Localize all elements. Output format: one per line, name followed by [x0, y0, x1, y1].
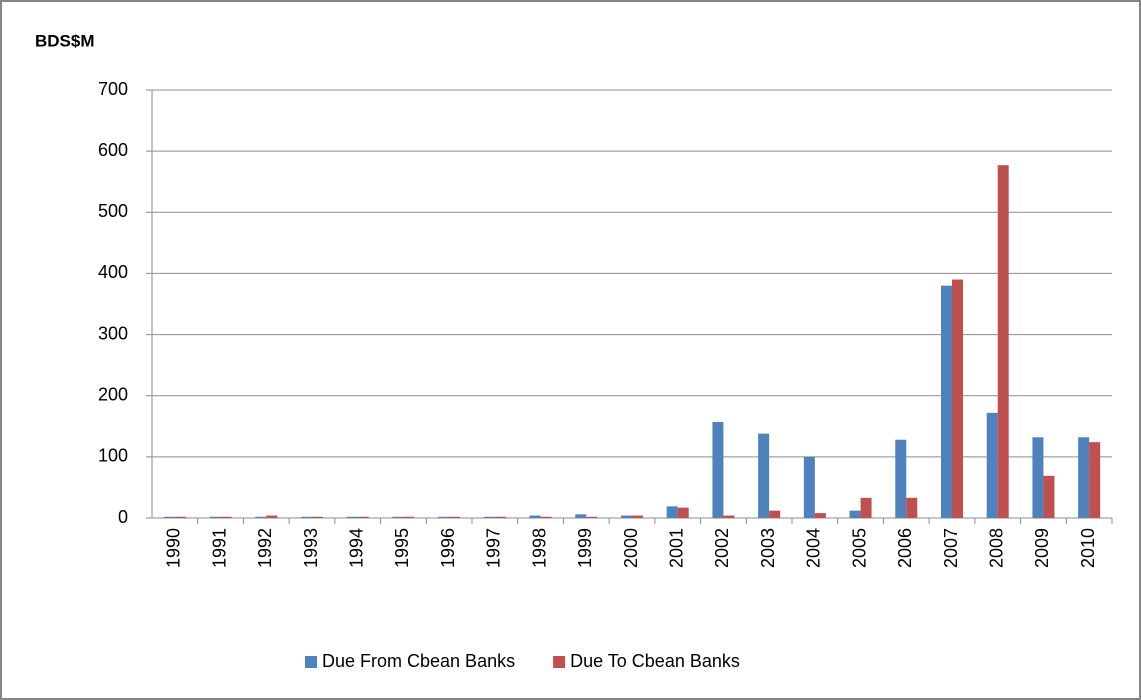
- bar: [758, 433, 770, 518]
- bar: [621, 515, 632, 518]
- bar: [163, 516, 175, 518]
- bar: [712, 422, 724, 518]
- bar: [255, 516, 267, 518]
- bar: [346, 516, 358, 518]
- bar: [392, 516, 404, 518]
- y-tick-label: 0: [118, 507, 128, 527]
- y-tick-label: 600: [98, 140, 128, 160]
- x-tick-label: 2003: [758, 528, 778, 568]
- bar: [586, 516, 598, 518]
- bar: [529, 515, 541, 518]
- y-tick-label: 500: [98, 201, 128, 221]
- bar: [312, 516, 323, 518]
- x-tick-label: 1997: [484, 528, 504, 568]
- x-tick-label: 2000: [621, 528, 641, 568]
- bar: [666, 506, 678, 518]
- y-tick-label: 200: [98, 384, 128, 404]
- x-tick-label: 2004: [804, 528, 824, 568]
- x-tick-label: 2006: [895, 528, 915, 568]
- bar: [449, 516, 461, 518]
- y-tick-label: 700: [98, 79, 128, 99]
- bar: [997, 165, 1009, 518]
- bar: [1078, 437, 1090, 518]
- bar: [986, 412, 998, 518]
- y-tick-label: 300: [98, 323, 128, 343]
- x-tick-label: 1996: [438, 528, 458, 568]
- bar: [906, 497, 918, 518]
- bar: [540, 516, 552, 518]
- x-tick-label: 2005: [849, 528, 869, 568]
- bar: [1043, 475, 1055, 518]
- bar: [849, 510, 861, 518]
- bar: [677, 507, 689, 518]
- x-tick-label: 1995: [392, 528, 412, 568]
- bar: [403, 516, 415, 518]
- legend-label: Due To Cbean Banks: [570, 651, 740, 671]
- bar: [174, 516, 186, 518]
- x-tick-label: 1993: [301, 528, 321, 568]
- bar: [860, 497, 872, 518]
- bar: [952, 279, 963, 518]
- x-tick-label: 2002: [712, 528, 732, 568]
- bar: [803, 456, 815, 518]
- x-tick-label: 1990: [164, 528, 184, 568]
- bar: [483, 516, 495, 518]
- legend-swatch: [305, 656, 317, 668]
- bar: [575, 514, 587, 518]
- x-tick-label: 2001: [666, 528, 686, 568]
- bar: [301, 516, 312, 518]
- bar: [438, 516, 450, 518]
- x-tick-label: 2009: [1032, 528, 1052, 568]
- y-tick-label: 100: [98, 446, 128, 466]
- bar: [266, 515, 278, 518]
- bar: [769, 510, 781, 518]
- y-tick-label: 400: [98, 262, 128, 282]
- bar: [895, 439, 907, 518]
- bar: [1089, 442, 1101, 518]
- bar: [632, 515, 643, 518]
- x-tick-label: 1994: [346, 528, 366, 568]
- x-tick-label: 2010: [1078, 528, 1098, 568]
- x-tick-label: 1992: [255, 528, 275, 568]
- bar: [814, 513, 826, 518]
- legend-swatch: [553, 656, 566, 668]
- x-tick-label: 1998: [529, 528, 549, 568]
- bar: [494, 516, 506, 518]
- x-tick-label: 2007: [941, 528, 961, 568]
- bar: [1032, 437, 1044, 518]
- bar: [220, 516, 232, 518]
- x-tick-label: 2008: [986, 528, 1006, 568]
- bar: [723, 515, 735, 518]
- x-tick-label: 1999: [575, 528, 595, 568]
- bar: [357, 516, 369, 518]
- legend-label: Due From Cbean Banks: [322, 651, 515, 671]
- x-tick-label: 1991: [209, 528, 229, 568]
- bar: [941, 285, 952, 518]
- y-axis-label: BDS$M: [35, 31, 95, 50]
- bar: [209, 516, 221, 518]
